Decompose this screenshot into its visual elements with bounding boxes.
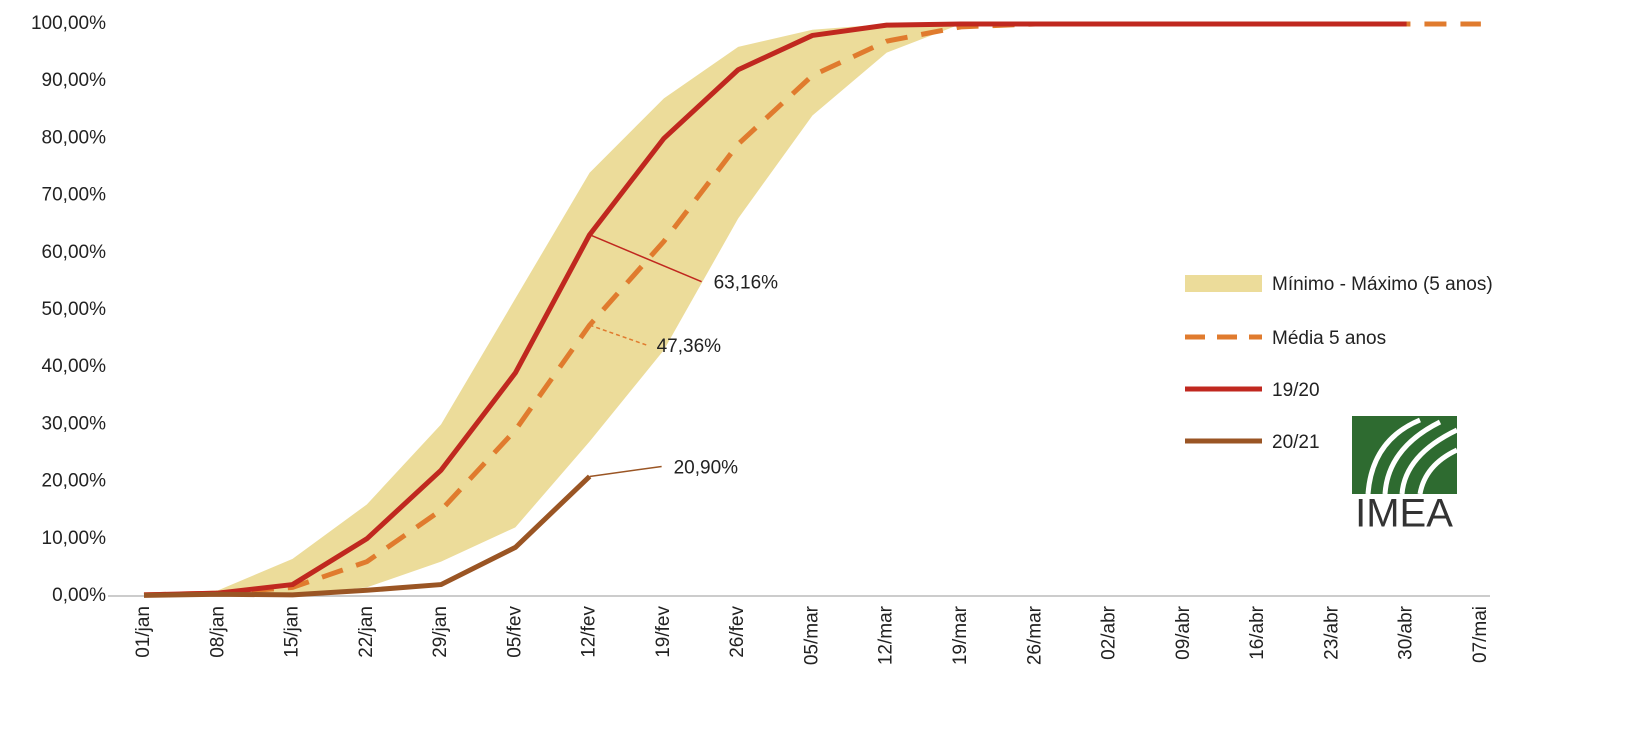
logo: IMEA	[1352, 416, 1459, 536]
legend-label: Média 5 anos	[1272, 328, 1386, 349]
leader-line	[589, 234, 702, 283]
y-tick-label: 30,00%	[42, 413, 107, 434]
value-label: 47,36%	[657, 336, 722, 357]
x-tick-label: 30/abr	[1396, 605, 1417, 660]
x-tick-label: 29/jan	[430, 606, 451, 658]
x-tick-label: 26/fev	[727, 606, 748, 658]
leader-line	[589, 465, 662, 478]
y-tick-label: 40,00%	[42, 356, 107, 377]
min-max-band	[144, 24, 1407, 596]
x-tick-label: 19/fev	[653, 606, 674, 658]
x-tick-label: 05/mar	[801, 605, 822, 665]
legend-label: 19/20	[1272, 380, 1320, 401]
x-tick-label: 08/jan	[207, 606, 228, 658]
x-tick-label: 09/abr	[1173, 605, 1194, 660]
x-tick-label: 05/fev	[504, 606, 525, 658]
legend-label: Mínimo - Máximo (5 anos)	[1272, 274, 1493, 295]
y-tick-label: 100,00%	[31, 13, 106, 34]
x-tick-label: 12/mar	[876, 605, 897, 665]
x-tick-label: 26/mar	[1024, 605, 1045, 665]
y-tick-label: 0,00%	[52, 585, 106, 606]
y-tick-label: 80,00%	[42, 127, 107, 148]
y-tick-label: 10,00%	[42, 528, 107, 549]
legend-label: 20/21	[1272, 432, 1320, 453]
y-tick-label: 70,00%	[42, 185, 107, 206]
logo-text: IMEA	[1355, 492, 1453, 536]
value-label: 20,90%	[674, 457, 739, 478]
leader-line	[589, 324, 647, 346]
x-tick-label: 15/jan	[282, 606, 303, 658]
series-line	[143, 21, 1407, 598]
x-tick-label: 23/abr	[1321, 605, 1342, 660]
y-tick-label: 50,00%	[42, 299, 107, 320]
x-tick-label: 01/jan	[133, 606, 154, 658]
y-tick-label: 90,00%	[42, 70, 107, 91]
series-line	[143, 474, 592, 598]
x-tick-label: 12/fev	[579, 606, 600, 658]
x-tick-label: 22/jan	[356, 606, 377, 658]
y-tick-label: 60,00%	[42, 242, 107, 263]
x-tick-label: 07/mai	[1470, 606, 1491, 663]
x-tick-label: 16/abr	[1247, 605, 1268, 660]
legend-swatch	[1185, 275, 1262, 292]
x-tick-label: 19/mar	[950, 605, 971, 665]
value-label: 63,16%	[714, 273, 779, 294]
x-tick-label: 02/abr	[1099, 605, 1120, 660]
y-tick-label: 20,00%	[42, 471, 107, 492]
